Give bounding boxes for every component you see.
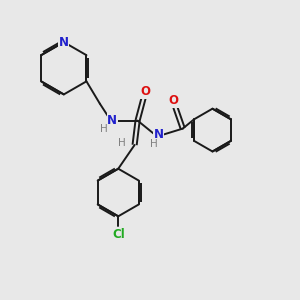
Text: N: N bbox=[153, 128, 164, 141]
Text: H: H bbox=[100, 124, 108, 134]
Text: H: H bbox=[150, 140, 158, 149]
Text: O: O bbox=[140, 85, 150, 98]
Text: O: O bbox=[168, 94, 178, 107]
Text: N: N bbox=[59, 36, 69, 49]
Text: Cl: Cl bbox=[112, 228, 124, 241]
Text: H: H bbox=[118, 139, 126, 148]
Text: N: N bbox=[107, 114, 117, 127]
